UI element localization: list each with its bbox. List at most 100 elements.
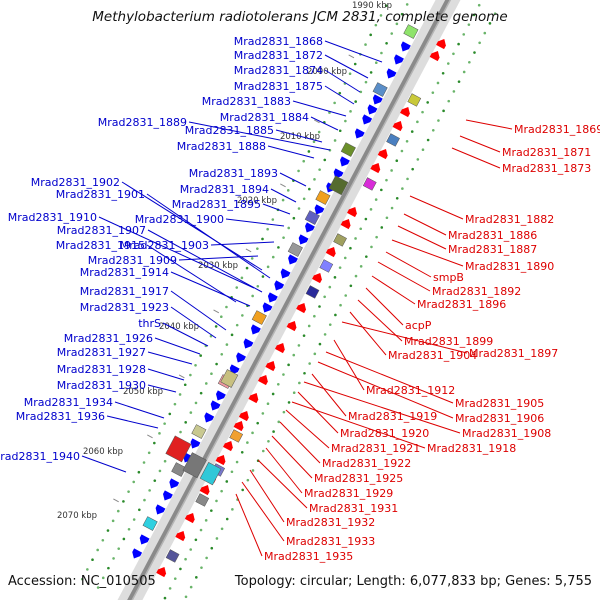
gene-arrow <box>386 68 397 79</box>
label-leader-reverse <box>285 409 330 449</box>
gc-track-dot <box>338 129 342 133</box>
gc-track-dot <box>225 517 229 521</box>
gc-track-dot <box>127 490 130 493</box>
gc-track-dot <box>189 411 193 414</box>
gc-track-dot <box>298 381 301 385</box>
accession-text: Accession: NC_010505 <box>8 574 156 589</box>
gene-label-forward: Mrad2831_1895 <box>172 198 261 211</box>
scale-tick-label: 2070 kbp <box>57 511 97 521</box>
scale-tick-mark <box>113 498 119 503</box>
gc-track-dot <box>210 372 213 376</box>
scale-tick-mark <box>314 119 320 124</box>
gene-box <box>304 210 320 225</box>
gc-track-dot <box>359 265 363 268</box>
gc-track-dot <box>168 587 172 590</box>
gc-track-dot <box>390 169 393 172</box>
gc-track-dot <box>101 538 105 542</box>
gene-arrow-reverse <box>400 107 410 118</box>
gc-track-dot <box>395 197 399 200</box>
gc-track-dot <box>220 352 224 356</box>
label-leader-forward <box>324 85 355 105</box>
gc-track-dot <box>200 566 203 569</box>
gc-track-dot <box>488 22 492 25</box>
gc-track-dot <box>215 537 219 540</box>
gc-track-dot <box>282 236 285 239</box>
gene-label-forward: Mrad2831_1902 <box>31 176 120 189</box>
gc-track-dot <box>416 158 420 161</box>
gc-track-dot <box>406 177 409 181</box>
gc-track-dot <box>333 101 336 105</box>
gc-track-dot <box>137 470 141 474</box>
gene-arrow <box>298 234 309 245</box>
gc-track-dot <box>374 198 378 201</box>
gene-arrow-reverse <box>238 411 249 422</box>
gc-track-dot <box>369 33 372 37</box>
label-leader-forward <box>170 271 251 307</box>
gene-feature-large <box>328 175 349 196</box>
gene-arrow-forward <box>139 534 150 545</box>
gene-label-reverse: Mrad2831_1892 <box>432 285 521 298</box>
label-leader-reverse <box>397 225 447 250</box>
gene-label-reverse: acpP <box>405 319 432 332</box>
gene-arrow <box>236 352 246 363</box>
gc-track-dot <box>313 314 316 318</box>
gc-track-dot <box>183 383 187 387</box>
label-leader-reverse <box>365 287 404 326</box>
gc-track-dot <box>195 576 198 579</box>
label-leader-forward <box>262 203 291 215</box>
gc-track-dot <box>353 62 357 66</box>
gene-label-reverse: smpB <box>433 271 464 284</box>
gene-box <box>220 369 239 388</box>
label-leader-forward <box>121 181 263 271</box>
gc-track-dot <box>214 325 218 328</box>
gc-track-dot <box>225 480 229 483</box>
gc-track-dot <box>328 323 332 326</box>
gc-track-dot <box>266 265 270 269</box>
gene-label-reverse: Mrad2831_1873 <box>502 162 591 175</box>
gene-label-reverse: Mrad2831_1908 <box>462 427 551 440</box>
gc-track-dot <box>308 362 311 365</box>
scale-tick-label: 2010 kbp <box>280 132 320 142</box>
gene-box <box>403 24 419 39</box>
gc-track-dot <box>287 401 291 404</box>
gc-track-dot <box>250 257 254 260</box>
gene-box <box>191 424 207 439</box>
gc-track-dot <box>359 227 363 231</box>
gc-track-dot <box>323 295 326 299</box>
gc-track-dot <box>369 71 373 74</box>
gene-arrow-reverse <box>248 393 259 404</box>
gc-track-dot <box>343 256 347 260</box>
gene-label-reverse: Mrad2831_1912 <box>366 384 455 397</box>
gene-feature-reverse <box>165 549 180 563</box>
gc-track-dot <box>194 364 197 367</box>
gene-box <box>319 259 334 273</box>
gc-track-dot <box>204 519 208 522</box>
gene-arrow-forward <box>362 114 373 125</box>
gene-arrow <box>325 247 336 258</box>
gc-track-dot <box>86 568 89 571</box>
gene-arrow <box>265 361 276 372</box>
gene-arrow-forward <box>372 94 383 105</box>
gc-track-dot <box>220 489 223 493</box>
label-leader-reverse <box>465 119 513 130</box>
gene-label-reverse: Mrad2831_1935 <box>264 550 353 563</box>
backbone-highlight <box>131 0 452 600</box>
label-leader-forward <box>146 244 237 303</box>
label-leader-reverse <box>235 493 263 557</box>
gene-arrow-forward <box>340 156 350 167</box>
page-title: Methylobacterium radiotolerans JCM 2831,… <box>92 9 508 25</box>
label-leader-reverse <box>409 195 464 220</box>
gc-track-dot <box>400 12 404 16</box>
label-leader-forward <box>324 54 369 79</box>
gc-track-dot <box>385 41 388 45</box>
gene-arrow <box>367 104 378 115</box>
label-leader-reverse <box>279 421 321 464</box>
gene-label-reverse: Mrad2831_1920 <box>340 427 429 440</box>
label-leader-forward <box>170 306 217 339</box>
label-leader-forward <box>170 290 227 331</box>
gc-track-dot <box>297 207 301 210</box>
gene-arrow <box>169 478 180 489</box>
label-leader-reverse <box>357 299 403 342</box>
scale-tick-mark <box>178 374 185 379</box>
gc-track-dot <box>96 548 99 552</box>
